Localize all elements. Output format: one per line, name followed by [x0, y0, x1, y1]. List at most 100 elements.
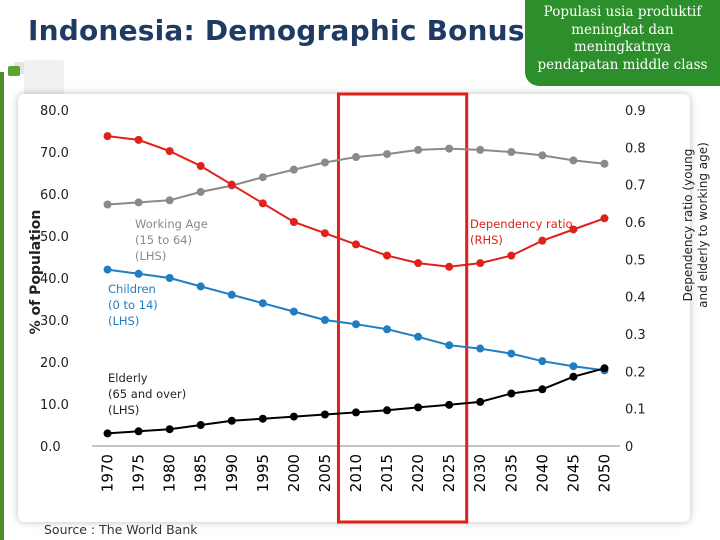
y-tick-left: 20.0 [40, 356, 69, 371]
y-tick-left: 50.0 [40, 230, 69, 245]
series-point [445, 400, 454, 409]
series-point [258, 173, 267, 182]
chart-panel [18, 94, 690, 522]
series-point [414, 259, 423, 268]
x-tick-label: 2005 [316, 454, 334, 492]
series-point [538, 151, 547, 160]
source-note: Source : The World Bank [44, 522, 198, 537]
series-point [196, 282, 205, 291]
chart-axes: 0.0 10.0 20.0 30.0 40.0 50.0 60.0 70.0 80.0 0 0.1 0… [28, 104, 710, 492]
y-tick-right: 0.6 [625, 216, 646, 231]
callout-box: Populasi usia produktif meningkat dan me… [525, 0, 720, 86]
callout-line: Populasi usia produktif [543, 4, 702, 20]
series-point [538, 357, 547, 366]
series-point [258, 199, 267, 208]
series-point [600, 159, 609, 168]
x-tick-label: 1990 [223, 454, 241, 492]
series-point [196, 187, 205, 196]
series-point [196, 162, 205, 170]
series-point [320, 410, 329, 419]
y-tick-left: 30.0 [40, 314, 69, 329]
series-point [165, 274, 174, 282]
x-tick-label: 1970 [99, 454, 117, 492]
series-point [569, 362, 578, 371]
series-point [476, 145, 485, 154]
series-point [507, 251, 516, 260]
callout-line: meningkatnya [573, 39, 672, 55]
chart-marks [103, 92, 609, 524]
x-tick-label: 2035 [502, 454, 520, 492]
y-tick-right: 0.1 [625, 403, 646, 418]
accent-bar [0, 72, 4, 540]
series-point [445, 341, 454, 350]
series-point [352, 408, 360, 417]
series-point [134, 427, 143, 436]
series-point [507, 349, 516, 358]
series-point [165, 147, 174, 156]
series-point [569, 156, 578, 165]
series-point [196, 421, 205, 429]
series-point [445, 262, 454, 271]
callout-text: Populasi usia produktif meningkat dan me… [525, 4, 720, 74]
series-point [600, 364, 609, 373]
series-point [258, 299, 267, 308]
series-point [476, 344, 485, 353]
y-tick-left: 70.0 [40, 146, 69, 161]
series-point [103, 429, 112, 438]
series-point [134, 269, 143, 278]
series-point [227, 290, 236, 299]
series-point [352, 240, 360, 249]
y-tick-right: 0.8 [625, 141, 646, 156]
y-tick-left: 60.0 [40, 188, 69, 203]
series-point [507, 389, 516, 398]
series-label: (LHS) [108, 314, 139, 328]
series-label: (LHS) [135, 249, 166, 263]
series-point [227, 416, 236, 425]
x-tick-label: 2040 [533, 454, 551, 492]
y-tick-right: 0.9 [625, 104, 646, 119]
series-point [103, 265, 112, 274]
y-axis-title-left: % of Population [28, 210, 44, 335]
series-label: Children [108, 282, 156, 296]
series-label: (LHS) [108, 403, 139, 417]
x-tick-label: 1975 [130, 454, 148, 492]
y-tick-right: 0.4 [625, 291, 646, 306]
y-tick-right: 0.5 [625, 253, 646, 268]
slide-title: Indonesia: Demographic Bonus [28, 14, 525, 47]
x-tick-label: 1980 [161, 454, 179, 492]
x-tick-label: 2015 [378, 454, 396, 492]
series-point [414, 145, 423, 154]
x-tick-label: 1995 [254, 454, 272, 492]
x-tick-label: 2050 [595, 454, 613, 492]
series-point [507, 148, 516, 156]
series-point [538, 236, 547, 245]
series-point [165, 425, 174, 434]
series-point [165, 196, 174, 205]
series-point [320, 158, 329, 167]
chart-labels: Working Age (15 to 64) (LHS) Children (0 to … [108, 217, 573, 417]
series-point [414, 332, 423, 341]
accent-square-large [24, 60, 64, 98]
series-point [289, 218, 298, 226]
x-tick-label: 1985 [192, 454, 210, 492]
series-point [476, 397, 485, 406]
x-tick-label: 2000 [285, 454, 303, 492]
x-tick-label: 2010 [347, 454, 365, 492]
series-point [289, 412, 298, 421]
series-label: Elderly [108, 371, 148, 385]
y-tick-left: 10.0 [40, 398, 69, 413]
series-point [289, 307, 298, 316]
callout-line: pendapatan middle class [537, 56, 708, 73]
series-point [383, 325, 392, 334]
callout-line: meningkat dan [571, 21, 674, 38]
y-tick-left: 40.0 [40, 272, 69, 287]
x-tick-label: 2020 [409, 454, 427, 492]
accent-square-green [8, 66, 20, 76]
series-label: (15 to 64) [135, 233, 192, 247]
series-point [352, 153, 360, 162]
y-tick-left: 0.0 [40, 440, 61, 455]
series-point [352, 320, 360, 329]
series-point [103, 200, 112, 209]
series-point [600, 214, 609, 223]
